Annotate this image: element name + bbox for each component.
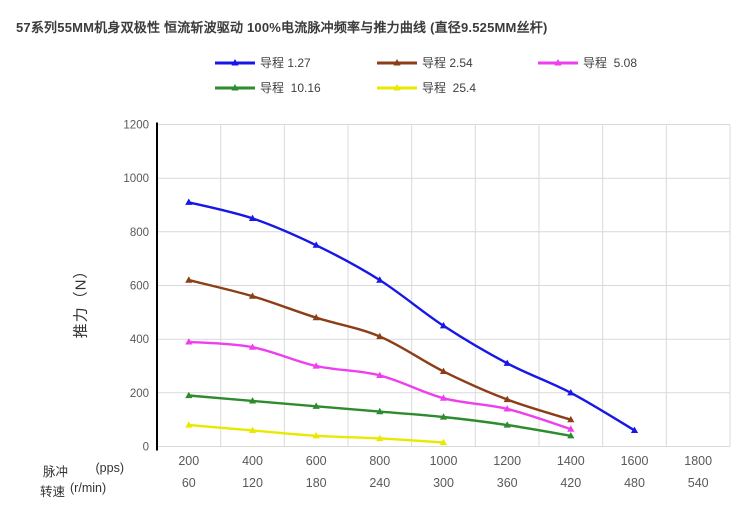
gridlines bbox=[157, 124, 731, 447]
x-axis-header-rpm: 转速 (r/min) bbox=[40, 481, 106, 500]
legend-label: 导程 1.27 bbox=[260, 55, 311, 70]
data-point-marker bbox=[185, 338, 193, 345]
data-point-marker bbox=[185, 421, 193, 428]
x-axis-header-pps: 脉冲 (pps) bbox=[43, 461, 124, 480]
data-point-marker bbox=[567, 432, 575, 439]
y-tick-label: 600 bbox=[130, 281, 149, 293]
x-tick-label-pps: 1000 bbox=[430, 454, 458, 468]
data-point-marker bbox=[376, 434, 384, 442]
data-point-marker bbox=[248, 426, 257, 433]
data-point-marker bbox=[248, 214, 257, 221]
x-axis-header-rpm-cn: 转速 bbox=[40, 485, 66, 499]
data-point-marker bbox=[312, 241, 320, 248]
x-tick-label-rpm: 120 bbox=[242, 476, 263, 490]
x-tick-label-rpm: 420 bbox=[560, 476, 581, 490]
series-line bbox=[187, 201, 636, 432]
legend-item-2: 导程 5.08 bbox=[538, 55, 638, 70]
y-tick-label: 200 bbox=[130, 388, 149, 400]
data-point-marker bbox=[630, 426, 639, 433]
data-point-marker bbox=[439, 321, 448, 329]
legend-swatch-icon bbox=[538, 59, 578, 66]
y-tick-label: 0 bbox=[143, 442, 149, 454]
legend-label: 导程 10.16 bbox=[260, 80, 321, 95]
series-4 bbox=[185, 421, 448, 446]
x-tick-label-rpm: 480 bbox=[624, 476, 645, 490]
series-line bbox=[187, 278, 572, 421]
series-3 bbox=[185, 391, 575, 439]
series-1 bbox=[185, 276, 575, 423]
x-tick-label-rpm: 540 bbox=[688, 476, 709, 490]
legend-item-0: 导程 1.27 bbox=[215, 55, 311, 70]
data-point-marker bbox=[376, 407, 384, 415]
x-tick-label-rpm: 60 bbox=[182, 476, 196, 490]
data-point-marker bbox=[503, 421, 511, 428]
data-point-marker bbox=[376, 371, 384, 378]
series-2 bbox=[185, 338, 575, 432]
data-point-marker bbox=[248, 292, 257, 299]
data-point-marker bbox=[503, 359, 511, 366]
data-point-marker bbox=[567, 389, 575, 396]
data-point-marker bbox=[503, 405, 511, 412]
x-axis-header-rpm-unit: (r/min) bbox=[70, 481, 107, 495]
data-point-marker bbox=[567, 415, 575, 423]
data-point-marker bbox=[567, 425, 575, 432]
y-tick-label: 800 bbox=[130, 227, 149, 239]
legend-item-1: 导程 2.54 bbox=[377, 55, 473, 70]
data-point-marker bbox=[248, 343, 257, 350]
y-tick-label: 1200 bbox=[123, 120, 149, 132]
legend-label: 导程 2.54 bbox=[422, 55, 473, 70]
data-point-marker bbox=[185, 391, 193, 399]
x-tick-label-pps: 1800 bbox=[684, 454, 712, 468]
x-tick-label-rpm: 300 bbox=[433, 476, 454, 490]
chart-title: 57系列55MM机身双极性 恒流斩波驱动 100%电流脉冲频率与推力曲线 (直径… bbox=[16, 20, 548, 35]
x-axis-header-pps-unit: (pps) bbox=[95, 461, 124, 475]
x-tick-label-pps: 800 bbox=[369, 454, 390, 468]
x-tick-label-pps: 1200 bbox=[493, 454, 521, 468]
y-tick-labels: 0 200 400 600 800 1000 1200 bbox=[123, 120, 149, 454]
x-axis-header-pps-cn: 脉冲 bbox=[43, 465, 69, 479]
data-point-marker bbox=[376, 332, 384, 340]
legend-item-4: 导程 25.4 bbox=[377, 80, 477, 95]
x-tick-label-rpm: 180 bbox=[306, 476, 327, 490]
data-point-marker bbox=[439, 394, 448, 401]
data-point-marker bbox=[185, 198, 193, 205]
legend-label: 导程 25.4 bbox=[422, 80, 477, 95]
y-tick-label: 400 bbox=[130, 334, 149, 346]
data-point-marker bbox=[312, 313, 320, 321]
data-point-marker bbox=[376, 276, 384, 283]
legend-swatch-icon bbox=[377, 59, 417, 66]
x-tick-labels-pps: 200 400 600 800 1000 1200 1400 1600 1800 bbox=[178, 454, 712, 468]
data-point-marker bbox=[248, 397, 257, 404]
data-point-marker bbox=[312, 362, 320, 369]
legend-swatch-icon bbox=[215, 84, 255, 91]
x-tick-label-pps: 400 bbox=[242, 454, 263, 468]
legend-item-3: 导程 10.16 bbox=[215, 80, 321, 95]
data-point-marker bbox=[312, 402, 320, 409]
data-point-marker bbox=[185, 276, 193, 283]
data-point-marker bbox=[503, 395, 511, 403]
x-tick-label-rpm: 360 bbox=[497, 476, 518, 490]
x-tick-label-pps: 1400 bbox=[557, 454, 585, 468]
x-tick-label-pps: 600 bbox=[306, 454, 327, 468]
legend-label: 导程 5.08 bbox=[583, 55, 638, 70]
x-tick-label-pps: 1600 bbox=[621, 454, 649, 468]
data-point-marker bbox=[439, 438, 448, 446]
x-tick-label-rpm: 240 bbox=[369, 476, 390, 490]
y-tick-label: 1000 bbox=[123, 173, 149, 185]
data-point-marker bbox=[439, 413, 448, 420]
series-line bbox=[187, 340, 572, 431]
data-point-marker bbox=[439, 367, 448, 374]
data-point-marker bbox=[312, 432, 320, 439]
x-tick-label-pps: 200 bbox=[178, 454, 199, 468]
legend-swatch-icon bbox=[377, 84, 417, 91]
x-tick-labels-rpm: 60 120 180 240 300 360 420 480 540 bbox=[182, 476, 709, 490]
legend-swatch-icon bbox=[215, 59, 255, 66]
series-0 bbox=[185, 198, 639, 433]
